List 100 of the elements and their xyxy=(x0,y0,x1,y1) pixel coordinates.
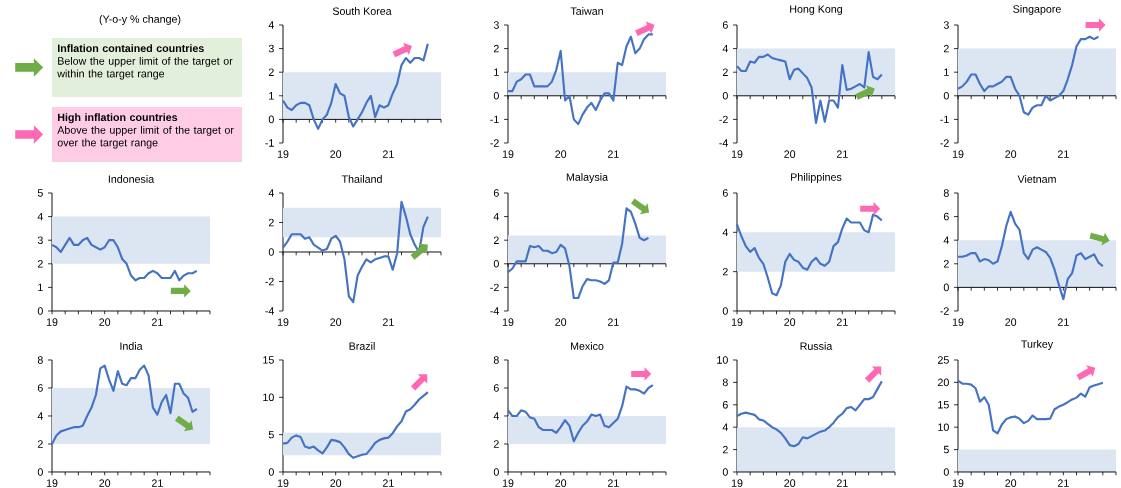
y-tick-label: 6 xyxy=(943,212,949,221)
x-tick-label: 19 xyxy=(277,479,289,487)
x-tick-label: 19 xyxy=(46,318,58,326)
y-tick-label: 4 xyxy=(37,212,43,221)
y-tick-label: 0 xyxy=(943,468,949,476)
y-tick-label: 4 xyxy=(722,423,728,431)
y-tick-label: -1 xyxy=(490,115,499,124)
x-tick-label: 21 xyxy=(836,150,848,158)
y-tick-label: 8 xyxy=(722,378,728,387)
y-tick-label: 10 xyxy=(717,356,728,364)
y-tick-label: 4 xyxy=(37,412,43,420)
x-tick-label: 19 xyxy=(952,318,964,326)
y-tick-label: 4 xyxy=(268,21,274,29)
chart-title: Indonesia xyxy=(108,175,155,183)
x-tick-label: 21 xyxy=(607,150,619,158)
y-tick-label: 2 xyxy=(493,236,499,244)
chart-title: Mexico xyxy=(570,342,604,350)
y-tick-label: 0 xyxy=(268,468,274,476)
x-tick-label: 21 xyxy=(1057,318,1069,326)
x-tick-label: 21 xyxy=(382,150,394,158)
y-tick-label: -1 xyxy=(265,139,274,147)
y-tick-label: 2 xyxy=(493,440,499,448)
y-tick-label: -2 xyxy=(719,115,728,124)
y-tick-label: -2 xyxy=(490,139,499,147)
line-series xyxy=(956,35,1100,116)
chart-title: Hong Kong xyxy=(790,5,842,15)
x-tick-label: 20 xyxy=(330,150,342,158)
y-tick-label: 5 xyxy=(268,430,274,439)
x-tick-label: 20 xyxy=(99,318,111,326)
line-series xyxy=(956,210,1104,301)
y-tick-label: 10 xyxy=(263,393,274,402)
chart-title: Taiwan xyxy=(570,7,603,15)
y-tick-label: 3 xyxy=(37,236,43,244)
x-tick-label: 19 xyxy=(277,150,289,158)
y-tick-label: -1 xyxy=(940,115,949,124)
y-tick-label: 6 xyxy=(493,189,499,197)
y-tick-label: -2 xyxy=(265,277,274,286)
y-tick-label: 1 xyxy=(944,68,949,76)
y-tick-label: 8 xyxy=(493,356,499,364)
y-tick-label: 3 xyxy=(943,21,949,29)
text: Inflation contained countries xyxy=(57,44,204,53)
y-tick-label: 3 xyxy=(493,21,499,29)
line-series xyxy=(735,51,883,124)
y-tick-label: -4 xyxy=(719,139,728,147)
x-tick-label: 19 xyxy=(502,150,514,158)
x-tick-label: 20 xyxy=(1005,318,1017,326)
y-tick-label: -2 xyxy=(940,139,949,147)
x-tick-label: 20 xyxy=(784,150,796,158)
x-tick-label: 19 xyxy=(952,150,964,158)
x-tick-label: 21 xyxy=(836,318,848,326)
y-tick-label: 2 xyxy=(722,445,728,454)
text: (Y-o-y % change) xyxy=(99,15,181,25)
y-tick-label: 25 xyxy=(937,356,949,364)
text: Above the upper limit of the target or over the target range xyxy=(57,125,234,149)
y-tick-label: 4 xyxy=(943,236,949,244)
y-tick-label: 2 xyxy=(943,44,949,53)
y-tick-label: 0 xyxy=(493,468,499,476)
x-tick-label: 21 xyxy=(1057,479,1069,487)
x-tick-label: 20 xyxy=(99,479,111,487)
text: High inflation countries xyxy=(57,113,178,124)
y-tick-label: 0 xyxy=(37,468,43,476)
y-tick-label: 0 xyxy=(943,92,949,100)
x-tick-label: 20 xyxy=(784,318,796,326)
y-tick-label: -2 xyxy=(940,307,949,315)
y-tick-label: 8 xyxy=(37,356,43,364)
x-tick-label: 19 xyxy=(731,479,743,487)
y-tick-label: 15 xyxy=(263,356,274,364)
y-tick-label: 0 xyxy=(493,260,499,268)
y-tick-label: 4 xyxy=(722,228,728,236)
line-series xyxy=(50,364,198,446)
x-tick-label: 21 xyxy=(836,479,848,487)
y-tick-label: 0 xyxy=(943,283,949,292)
y-tick-label: 8 xyxy=(943,189,949,197)
y-tick-label: 4 xyxy=(268,189,274,197)
y-tick-label: -4 xyxy=(490,307,499,315)
y-tick-label: 0 xyxy=(37,307,43,315)
chart-title: Malaysia xyxy=(566,172,609,183)
x-tick-label: 19 xyxy=(952,479,964,487)
y-tick-label: 5 xyxy=(943,445,949,454)
x-tick-label: 19 xyxy=(731,150,743,158)
line-series xyxy=(281,42,429,130)
y-tick-label: 0 xyxy=(722,468,728,476)
y-tick-label: 4 xyxy=(493,212,499,221)
y-tick-label: 2 xyxy=(943,260,949,268)
x-tick-label: 21 xyxy=(1057,150,1069,158)
y-tick-label: 0 xyxy=(722,307,728,315)
y-tick-label: 6 xyxy=(493,384,499,392)
text: Below the upper limit of the target or within the target range xyxy=(57,56,233,80)
x-tick-label: 20 xyxy=(784,479,796,487)
y-tick-label: 3 xyxy=(268,44,274,53)
x-tick-label: 19 xyxy=(46,479,58,487)
y-tick-label: 6 xyxy=(722,21,728,29)
y-tick-label: 0 xyxy=(268,115,274,124)
y-tick-label: 2 xyxy=(268,218,274,227)
x-tick-label: 19 xyxy=(502,318,514,326)
y-tick-label: 0 xyxy=(268,248,274,256)
y-tick-label: 1 xyxy=(269,92,274,100)
x-tick-label: 21 xyxy=(607,318,619,326)
y-tick-label: 1 xyxy=(38,283,43,292)
chart-title: Philippines xyxy=(791,172,842,183)
